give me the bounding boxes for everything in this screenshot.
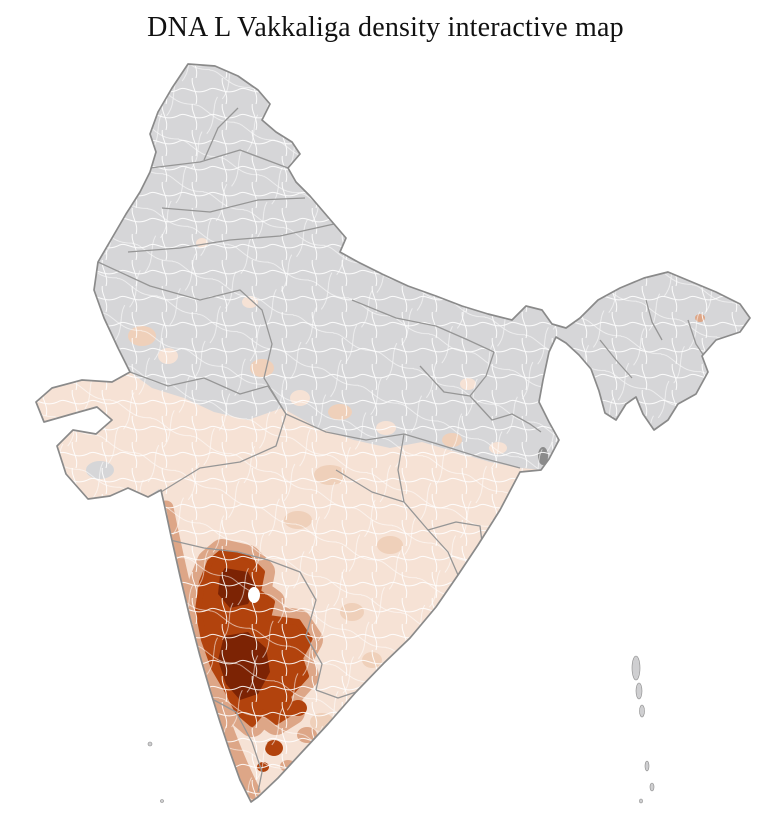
district-boundary-mesh [36, 64, 750, 802]
island-chains[interactable] [147, 655, 655, 804]
state-borders [97, 107, 705, 793]
page-title: DNA L Vakkaliga density interactive map [147, 12, 624, 43]
